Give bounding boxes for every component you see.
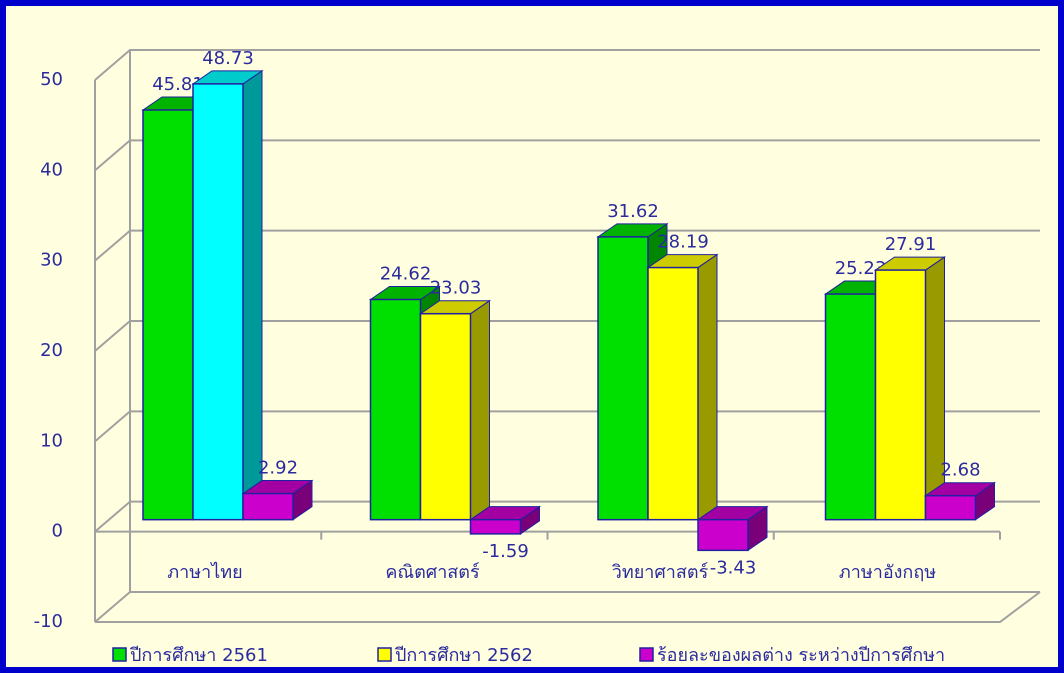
bar-face bbox=[647, 266, 699, 521]
legend-label: ปีการศึกษา 2562 bbox=[395, 645, 533, 666]
bar-face bbox=[242, 492, 294, 521]
bar-face bbox=[597, 236, 649, 521]
y-tick-label: 10 bbox=[40, 430, 63, 451]
x-tick-label: คณิตศาสตร์ bbox=[385, 562, 480, 583]
y-tick-label: 50 bbox=[40, 69, 63, 90]
x-tick-label: ภาษาไทย bbox=[167, 561, 242, 583]
bar-face bbox=[192, 83, 244, 521]
bar bbox=[873, 256, 947, 521]
y-tick-label: 40 bbox=[40, 159, 63, 180]
data-label: 48.73 bbox=[202, 48, 254, 69]
legend-label: ปีการศึกษา 2561 bbox=[130, 645, 268, 666]
legend-swatch bbox=[639, 647, 654, 662]
data-label: 28.19 bbox=[657, 232, 709, 253]
y-tick-label: -10 bbox=[34, 611, 63, 632]
data-label: 25.23 bbox=[835, 258, 887, 279]
data-label: 31.62 bbox=[607, 201, 659, 222]
bar-face bbox=[697, 518, 749, 552]
x-tick-label: ภาษาอังกฤษ bbox=[839, 562, 936, 583]
data-label: 2.68 bbox=[940, 460, 980, 481]
bar-face bbox=[470, 299, 490, 521]
data-label: 23.03 bbox=[430, 278, 482, 299]
bar bbox=[696, 505, 769, 552]
bar-face bbox=[419, 312, 472, 521]
data-label: 27.91 bbox=[885, 234, 937, 255]
bar-face bbox=[142, 109, 194, 521]
data-label: 2.92 bbox=[258, 458, 298, 479]
bar bbox=[646, 253, 719, 521]
floor-edge bbox=[95, 591, 1041, 623]
data-label: -3.43 bbox=[710, 557, 757, 578]
y-tick-label: 30 bbox=[40, 250, 63, 271]
bar bbox=[418, 299, 492, 521]
bar bbox=[468, 505, 542, 535]
bar bbox=[241, 479, 314, 521]
data-label: -1.59 bbox=[482, 541, 529, 562]
y-tick-label: 0 bbox=[52, 521, 63, 542]
y-tick-label: 20 bbox=[40, 340, 63, 361]
bar-face bbox=[924, 494, 977, 521]
legend-swatch bbox=[112, 647, 127, 662]
bar bbox=[191, 69, 264, 521]
bar-face bbox=[242, 69, 263, 521]
bar-face bbox=[697, 253, 718, 521]
legend-swatch bbox=[377, 647, 392, 662]
bar-face bbox=[469, 518, 522, 535]
data-label: 45.81 bbox=[152, 74, 204, 95]
legend-label: ร้อยละของผลต่าง ระหว่างปีการศึกษา bbox=[657, 645, 945, 666]
bar-face bbox=[824, 293, 877, 521]
bar bbox=[923, 481, 997, 521]
data-label: 24.62 bbox=[380, 263, 432, 284]
bar-face bbox=[874, 269, 927, 521]
x-tick-label: วิทยาศาสตร์ bbox=[612, 562, 709, 583]
bar-face bbox=[369, 298, 422, 521]
